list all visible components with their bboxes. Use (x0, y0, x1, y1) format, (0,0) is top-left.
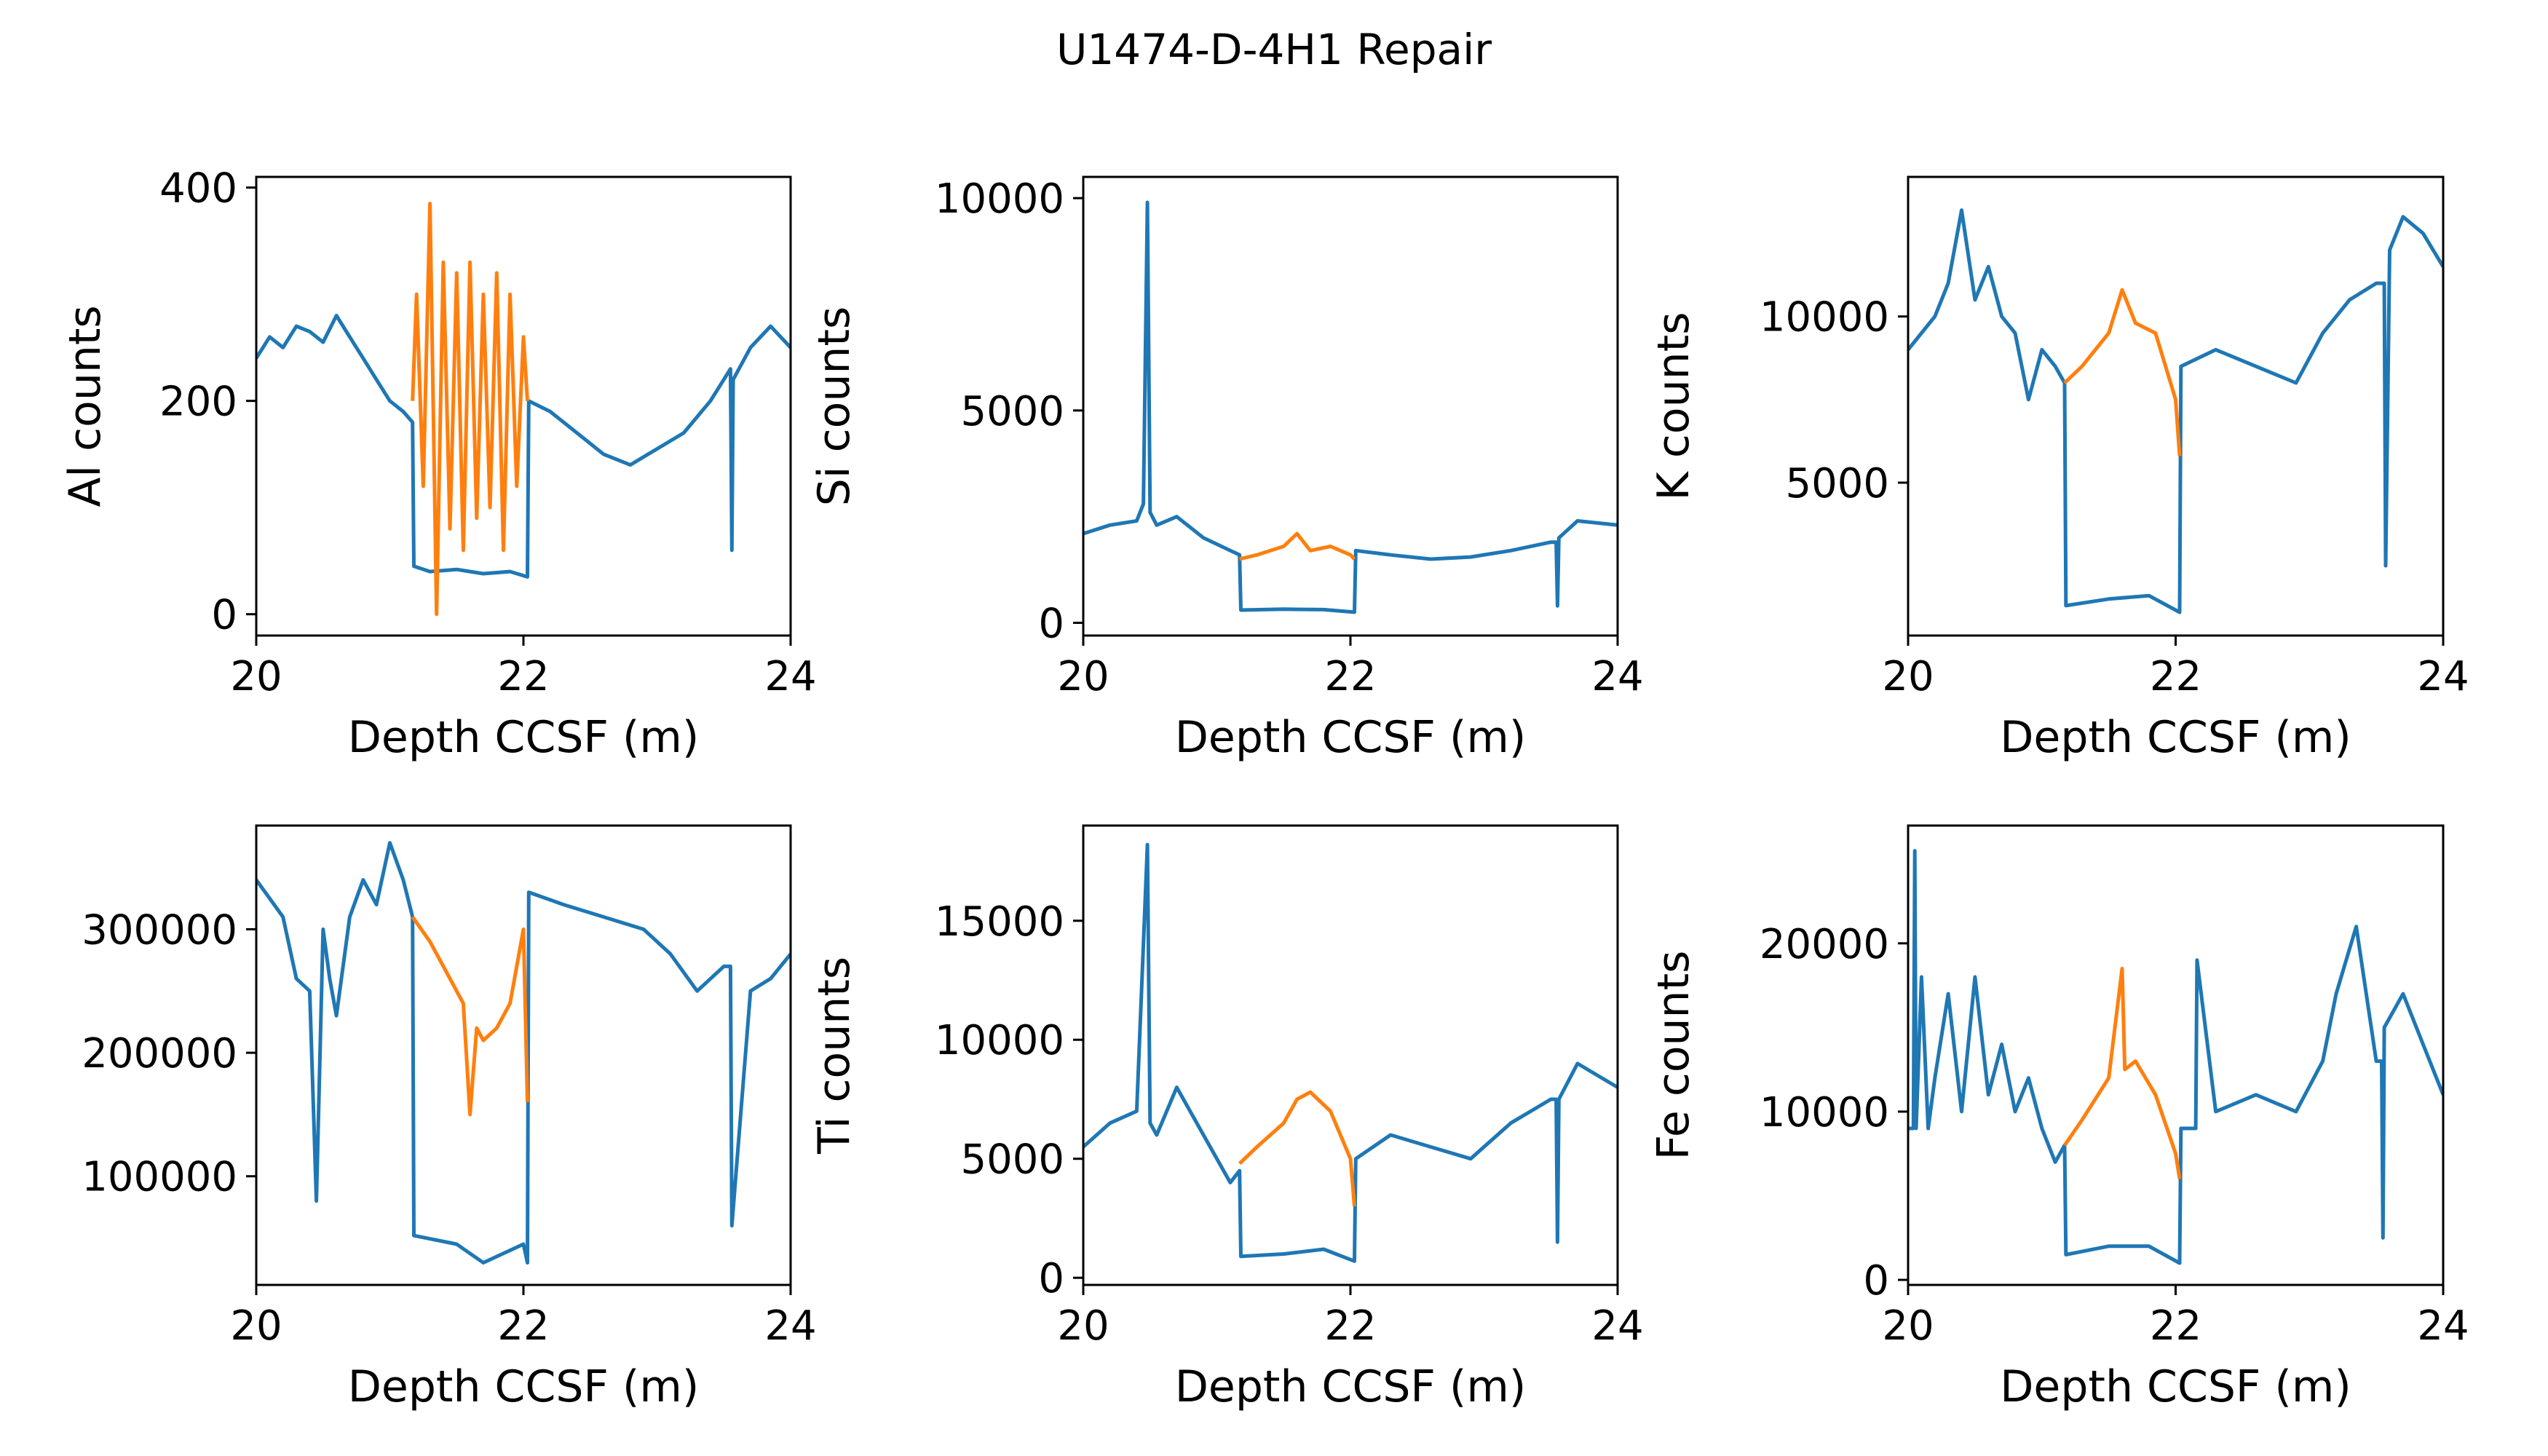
y-tick-label: 10000 (935, 175, 1064, 223)
x-tick-label: 24 (1591, 1302, 1643, 1350)
y-tick-label: 5000 (960, 388, 1064, 435)
x-tick-label: 22 (2150, 653, 2201, 700)
x-axis-label: Depth CCSF (m) (2000, 712, 2351, 763)
x-tick-label: 24 (2417, 653, 2469, 700)
x-axis-label: Depth CCSF (m) (348, 1361, 700, 1412)
y-tick-label: 15000 (935, 898, 1064, 946)
y-tick-label: 0 (1038, 1255, 1064, 1302)
panel-1: 20 22 24 0 200 400 Depth CCSF (m) Al counts (60, 165, 817, 763)
x-tick-label: 22 (1324, 653, 1376, 700)
x-tick-label: 20 (1057, 1302, 1109, 1350)
y-tick-label: 5000 (1785, 460, 1889, 507)
series-line-original (256, 314, 791, 579)
series-line-repaired (411, 202, 529, 617)
x-axis-label: Depth CCSF (m) (1175, 1361, 1527, 1412)
series-line-original (1083, 200, 1618, 614)
x-tick-label: 24 (764, 1302, 816, 1350)
y-axis-label: Ti counts (809, 957, 860, 1155)
series-line-original (256, 841, 791, 1265)
x-tick-label: 20 (1057, 653, 1109, 700)
y-tick-label: 0 (1038, 601, 1064, 648)
panel-3: 20 22 24 5000 10000 Depth CCSF (m) K counts (1648, 175, 2469, 763)
y-tick-label: 0 (1863, 1257, 1889, 1305)
y-tick-label: 100000 (82, 1154, 237, 1201)
x-tick-label: 24 (2417, 1302, 2469, 1350)
y-tick-label: 200000 (82, 1030, 237, 1077)
series-line-original (1908, 208, 2443, 614)
y-tick-label: 10000 (935, 1017, 1064, 1064)
y-axis-label: Si counts (809, 306, 860, 506)
x-tick-label: 22 (1324, 1302, 1376, 1350)
series-line-repaired (2063, 288, 2182, 456)
panel-6: 20 22 24 0 10000 20000 Depth CCSF (m) Fe counts (1648, 824, 2469, 1412)
y-tick-label: 10000 (1760, 1089, 1889, 1136)
y-tick-label: 300000 (82, 906, 237, 954)
series-line-repaired (2062, 967, 2182, 1179)
x-axis-label: Depth CCSF (m) (2000, 1361, 2351, 1412)
series-line-repaired (411, 916, 529, 1117)
y-axis-label: Al counts (60, 305, 111, 507)
x-tick-label: 22 (497, 1302, 549, 1350)
series-line-repaired (1239, 531, 1356, 561)
y-tick-label: 400 (159, 165, 237, 213)
x-tick-label: 24 (764, 653, 816, 700)
panel-5: 20 22 24 0 5000 10000 15000 Depth CCSF (m) Ti co… (809, 824, 1644, 1412)
series-line-original (1908, 849, 2443, 1265)
y-tick-label: 20000 (1760, 921, 1889, 968)
y-tick-label: 10000 (1760, 294, 1889, 341)
x-tick-label: 24 (1591, 653, 1643, 700)
panel-2: 20 22 24 0 5000 10000 Depth CCSF (m) Si counts (809, 175, 1644, 763)
series-line-original (1083, 842, 1618, 1263)
x-tick-label: 20 (1882, 653, 1934, 700)
x-tick-label: 20 (230, 1302, 282, 1350)
x-tick-label: 20 (230, 653, 282, 700)
x-axis-label: Depth CCSF (m) (348, 712, 700, 763)
x-tick-label: 22 (497, 653, 549, 700)
x-tick-label: 20 (1882, 1302, 1934, 1350)
panel-4: 20 22 24 100000 200000 300000 Depth CCSF (m) (82, 824, 817, 1412)
figure-title: U1474-D-4H1 Repair (1056, 25, 1492, 74)
y-axis-label: Fe counts (1648, 951, 1699, 1160)
y-tick-label: 0 (211, 592, 237, 639)
series-line-repaired (1238, 1090, 1356, 1207)
y-tick-label: 5000 (960, 1136, 1064, 1184)
x-axis-label: Depth CCSF (m) (1175, 712, 1527, 763)
y-tick-label: 200 (159, 379, 237, 426)
x-tick-label: 22 (2150, 1302, 2201, 1350)
y-axis-label: K counts (1648, 312, 1699, 501)
